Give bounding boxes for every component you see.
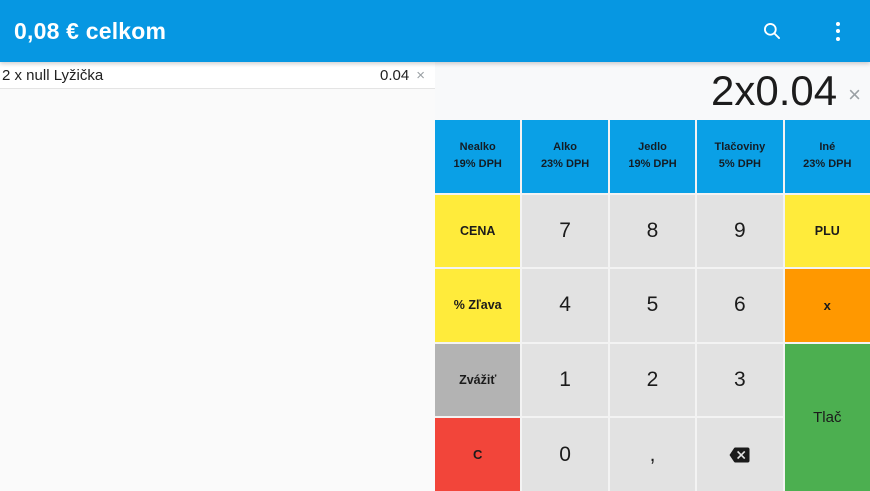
search-button[interactable] (754, 13, 790, 49)
search-icon (764, 23, 780, 39)
digit-key-5[interactable]: 5 (609, 269, 696, 342)
category-key-alko[interactable]: Alko 23% DPH (522, 120, 608, 193)
comma-key[interactable]: , (609, 418, 696, 491)
category-tax: 19% DPH (453, 158, 502, 171)
digit-key-4[interactable]: 4 (522, 269, 608, 342)
multiply-key[interactable]: x (784, 269, 870, 342)
plu-key[interactable]: PLU (784, 194, 870, 268)
category-tax: 19% DPH (628, 158, 677, 171)
digit-key-9[interactable]: 9 (697, 194, 783, 268)
entry-value: 2x0.04 (711, 67, 838, 114)
category-key-jedlo[interactable]: Jedlo 19% DPH (609, 120, 696, 193)
price-key[interactable]: CENA (435, 194, 521, 268)
app-bar-actions (754, 13, 856, 49)
total-amount-title: 0,08 € celkom (14, 17, 167, 44)
kebab-menu-icon (836, 21, 840, 41)
overflow-menu-button[interactable] (820, 13, 856, 49)
clear-entry-icon[interactable]: × (848, 82, 861, 107)
remove-item-icon[interactable]: × (416, 66, 425, 84)
order-item-price: 0.04 (380, 66, 410, 84)
digit-key-6[interactable]: 6 (697, 269, 783, 342)
category-name: Nealko (459, 141, 496, 154)
category-key-nealko[interactable]: Nealko 19% DPH (435, 120, 521, 193)
digit-key-7[interactable]: 7 (522, 194, 608, 268)
category-name: Iné (819, 141, 836, 154)
weigh-key[interactable]: Zvážiť (435, 343, 521, 417)
category-name: Tlačoviny (714, 141, 766, 154)
digit-key-3[interactable]: 3 (697, 343, 783, 417)
digit-key-1[interactable]: 1 (522, 343, 608, 417)
category-key-ine[interactable]: Iné 23% DPH (784, 120, 870, 193)
category-name: Alko (553, 141, 578, 154)
category-name: Jedlo (638, 141, 667, 154)
keypad: Nealko 19% DPH Alko 23% DPH Jedlo 19% DP… (435, 120, 870, 491)
register-panel: 2x0.04 × Nealko 19% DPH Alko 23% DPH Jed… (435, 62, 870, 491)
order-item-row[interactable]: 2 x null Lyžička 0.04 × (0, 62, 435, 89)
category-tax: 23% DPH (540, 158, 590, 171)
clear-key[interactable]: C (435, 418, 521, 491)
backspace-key[interactable] (697, 418, 783, 491)
category-key-tlacoviny[interactable]: Tlačoviny 5% DPH (697, 120, 783, 193)
digit-key-2[interactable]: 2 (609, 343, 696, 417)
print-key[interactable]: Tlač (784, 343, 870, 491)
category-tax: 23% DPH (803, 158, 852, 171)
app-bar: 0,08 € celkom (0, 0, 870, 62)
digit-key-8[interactable]: 8 (609, 194, 696, 268)
backspace-icon (729, 447, 750, 463)
entry-display: 2x0.04 × (435, 62, 870, 120)
category-tax: 5% DPH (718, 158, 761, 171)
discount-key[interactable]: % Zľava (435, 269, 521, 342)
order-item-label: 2 x null Lyžička (2, 66, 104, 84)
order-list: 2 x null Lyžička 0.04 × (0, 62, 435, 491)
digit-key-0[interactable]: 0 (522, 418, 608, 491)
